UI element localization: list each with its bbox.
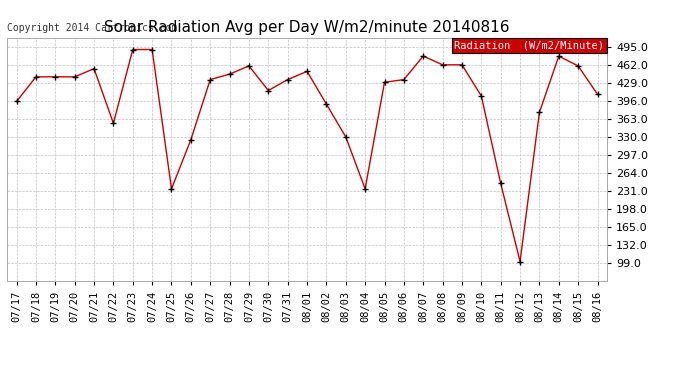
Text: Copyright 2014 Cartronics.com: Copyright 2014 Cartronics.com — [7, 22, 177, 33]
Text: Radiation  (W/m2/Minute): Radiation (W/m2/Minute) — [455, 40, 604, 50]
Title: Solar Radiation Avg per Day W/m2/minute 20140816: Solar Radiation Avg per Day W/m2/minute … — [104, 20, 510, 35]
